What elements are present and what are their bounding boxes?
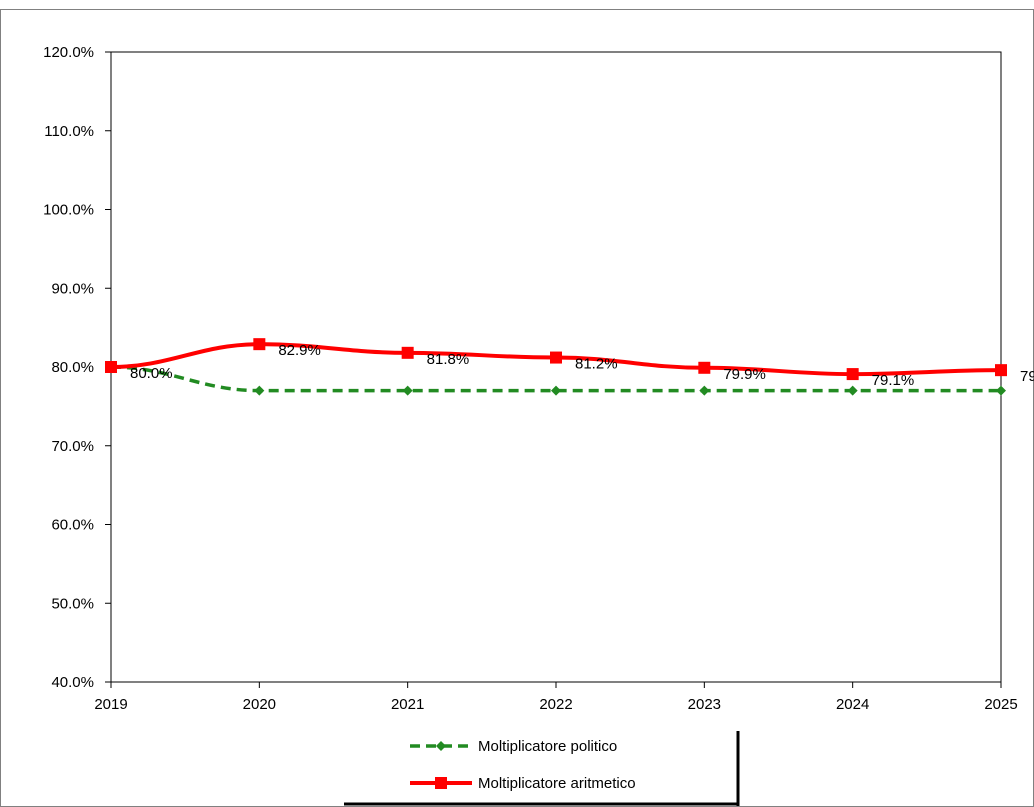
chart-border <box>0 9 1034 807</box>
x-tick-label: 2021 <box>391 696 424 713</box>
point-marker <box>698 361 711 374</box>
y-tick-label: 60.0% <box>51 517 94 534</box>
data-labels: 80.0% 82.9% 81.8% 81.2% 79.9% 79.1% 79.6% <box>130 342 1034 389</box>
y-tick-label: 80.0% <box>51 359 94 376</box>
point-marker <box>254 385 265 396</box>
x-tick-label: 2022 <box>539 696 572 713</box>
y-tick-label: 50.0% <box>51 595 94 612</box>
legend-box <box>344 714 738 806</box>
y-tick-label: 70.0% <box>51 438 94 455</box>
legend-label-1: Moltiplicatore politico <box>478 738 617 755</box>
data-label: 80.0% <box>130 365 173 382</box>
point-marker <box>401 346 414 359</box>
point-marker <box>436 741 446 751</box>
x-axis: 2019 2020 2021 2022 2023 2024 2025 <box>94 682 1018 713</box>
x-tick-label: 2020 <box>243 696 276 713</box>
y-axis: 40.0% 50.0% 60.0% 70.0% 80.0% 90.0% 100.0% 110.… <box>43 44 111 691</box>
point-marker <box>995 364 1007 377</box>
y-tick-label: 40.0% <box>51 674 94 691</box>
point-marker <box>253 338 266 351</box>
y-tick-label: 90.0% <box>51 280 94 297</box>
data-label: 81.8% <box>427 351 470 368</box>
point-marker <box>551 385 561 396</box>
series-group <box>105 338 1007 396</box>
legend: Moltiplicatore politico Moltiplicatore ar… <box>344 714 740 806</box>
y-tick-label: 100.0% <box>43 202 94 219</box>
data-label: 79.6% <box>1020 368 1034 385</box>
data-label: 79.9% <box>723 366 766 383</box>
point-marker <box>699 385 710 396</box>
point-marker <box>847 385 858 396</box>
data-label: 81.2% <box>575 356 618 373</box>
data-label: 82.9% <box>278 342 321 359</box>
x-tick-label: 2024 <box>836 696 869 713</box>
x-tick-label: 2025 <box>984 696 1017 713</box>
point-marker <box>105 361 117 373</box>
y-tick-label: 110.0% <box>44 123 94 140</box>
legend-label-2: Moltiplicatore aritmetico <box>478 775 636 792</box>
data-label: 79.1% <box>872 372 915 389</box>
point-marker <box>996 385 1006 396</box>
x-tick-label: 2019 <box>94 696 127 713</box>
x-tick-label: 2023 <box>688 696 721 713</box>
point-marker <box>846 368 859 381</box>
y-tick-label: 120.0% <box>43 44 94 61</box>
point-marker <box>550 351 562 364</box>
point-marker <box>402 385 413 396</box>
point-marker <box>435 777 447 789</box>
